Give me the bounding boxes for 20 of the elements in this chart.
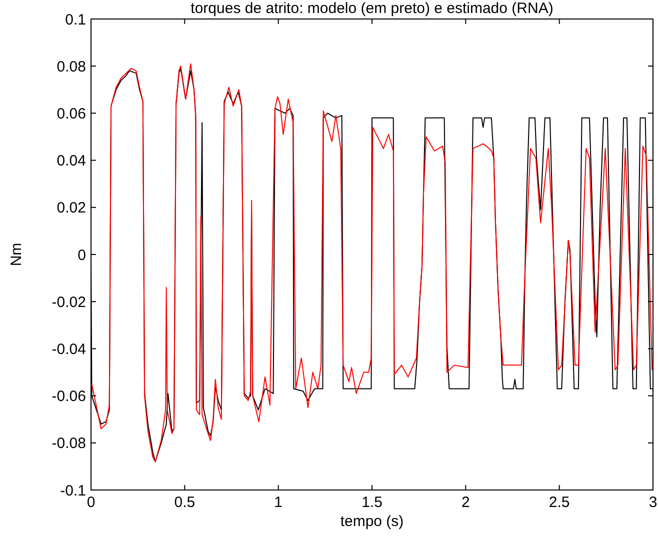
y-tick-label: -0.06 (52, 388, 86, 406)
y-tick-label: 0.02 (56, 200, 86, 217)
x-axis-title: tempo (s) (340, 513, 404, 530)
x-tick-label: 0.5 (174, 494, 196, 511)
x-tick-label: 2 (461, 494, 470, 511)
x-tick-label: 3 (648, 494, 658, 511)
y-tick-label: 0.04 (56, 152, 86, 170)
y-tick-label: 0.06 (56, 105, 86, 122)
x-tick-label: 1 (274, 494, 283, 511)
y-tick-label: -0.08 (52, 435, 86, 452)
y-tick-label: 0 (78, 246, 86, 264)
y-tick-label: -0.02 (52, 294, 86, 311)
x-tick-label: 1.5 (362, 494, 382, 511)
y-tick-label: -0.1 (60, 482, 86, 500)
y-tick-label: -0.04 (52, 340, 86, 358)
y-tick-label: 0.1 (65, 11, 86, 28)
y-axis-title: Nm (8, 242, 25, 266)
x-tick-label: 2.5 (548, 494, 570, 511)
y-tick-label: 0.08 (56, 58, 86, 76)
chart-title: torques de atrito: modelo (em preto) e estimado (RNA) (190, 0, 554, 17)
